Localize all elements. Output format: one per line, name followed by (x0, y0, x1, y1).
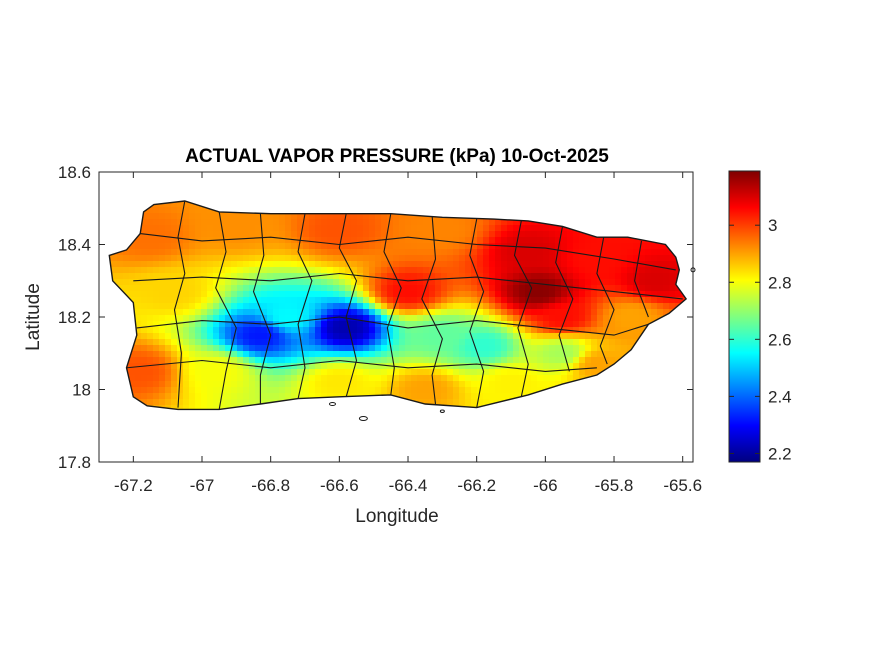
islet (439, 409, 445, 413)
islet (328, 402, 336, 406)
y-tick-label: 18.4 (58, 236, 91, 255)
x-tick-label: -66.4 (389, 476, 428, 495)
coastline (108, 200, 688, 411)
municipal-boundary (634, 240, 649, 318)
municipal-boundaries (126, 201, 683, 410)
x-tick-label: -66.8 (251, 476, 290, 495)
colorbar-ticks: 2.2 2.4 2.6 2.8 3 (729, 216, 792, 463)
x-tick-label: -67 (190, 476, 215, 495)
colorbar-tick-label: 2.8 (768, 273, 792, 292)
x-tick-label: -66.2 (457, 476, 496, 495)
islet (690, 267, 696, 273)
municipal-boundary (215, 211, 237, 410)
colorbar-tick-label: 2.2 (768, 444, 792, 463)
x-tick-labels: -67.2 -67 -66.8 -66.6 -66.4 -66.2 -66 -65.8 -65.… (114, 476, 702, 495)
municipal-boundary (421, 215, 443, 405)
municipal-boundary (297, 213, 313, 399)
municipal-boundary (469, 218, 485, 408)
x-tick-label: -65.8 (595, 476, 634, 495)
colorbar-tick-label: 2.4 (768, 387, 792, 406)
municipal-boundary (133, 272, 683, 300)
colorbar (728, 170, 761, 463)
y-axis-label: Latitude (23, 283, 44, 351)
x-tick-label: -66.6 (320, 476, 359, 495)
colorbar-tick-label: 3 (768, 216, 777, 235)
municipal-boundary (126, 359, 597, 372)
y-tick-label: 18.6 (58, 163, 91, 182)
chart-title: ACTUAL VAPOR PRESSURE (kPa) 10-Oct-2025 (185, 146, 609, 167)
y-tick-label: 17.8 (58, 453, 91, 472)
x-tick-label: -66 (533, 476, 558, 495)
x-tick-label: -65.6 (663, 476, 702, 495)
y-tick-label: 18 (72, 381, 91, 400)
municipal-boundary (338, 213, 358, 397)
y-tick-labels: 17.8 18 18.2 18.4 18.6 (58, 163, 91, 472)
x-tick-label: -67.2 (114, 476, 153, 495)
municipal-boundary (252, 213, 272, 404)
x-axis-label: Longitude (355, 506, 438, 527)
municipal-boundary (140, 233, 676, 271)
municipal-boundary (136, 316, 649, 336)
colorbar-tick-label: 2.6 (768, 330, 792, 349)
islet (358, 416, 368, 421)
y-tick-label: 18.2 (58, 308, 91, 327)
municipal-boundary (383, 213, 402, 395)
islets (328, 267, 696, 421)
municipal-boundary (596, 237, 615, 365)
tick-marks (99, 171, 693, 463)
